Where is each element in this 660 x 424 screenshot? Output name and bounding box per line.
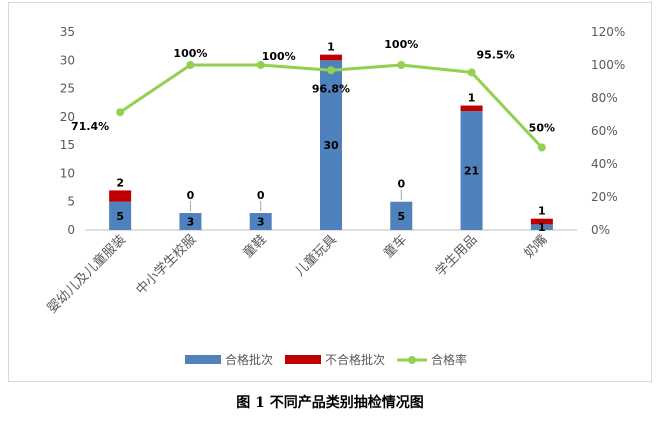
labels-layer: 5 3 3 30 5 21 1 2 0 0 1 0 1 1 71.4% 100% 100% 96.8% 100% 95… bbox=[71, 38, 555, 234]
y-left-tick-label: 15 bbox=[60, 138, 75, 152]
bar-fail bbox=[460, 105, 483, 112]
y-right-tick-label: 0% bbox=[591, 223, 610, 237]
y-left-tick-label: 25 bbox=[60, 82, 75, 96]
pass-rate-value-label: 100% bbox=[262, 50, 296, 63]
legend-swatch-marker bbox=[408, 356, 417, 364]
bar-pass bbox=[109, 201, 132, 230]
bar-pass-value-label: 1 bbox=[538, 221, 546, 234]
legend-label: 不合格批次 bbox=[325, 352, 385, 367]
bar-fail-value-label: 2 bbox=[116, 176, 124, 189]
pass-rate-value-label: 50% bbox=[529, 122, 555, 135]
pass-rate-value-label: 100% bbox=[384, 38, 418, 51]
bar-fail-value-label: 0 bbox=[397, 178, 405, 191]
figure-caption: 图 1 不同产品类别抽检情况图 bbox=[236, 395, 424, 411]
bar-fail-value-label: 1 bbox=[538, 205, 546, 218]
y-left-tick-label: 20 bbox=[60, 110, 75, 124]
legend-swatch bbox=[185, 355, 221, 364]
pass-rate-point bbox=[256, 61, 265, 69]
line-layer bbox=[116, 61, 546, 152]
bar-fail-value-label: 0 bbox=[257, 189, 265, 202]
y-right-tick-label: 120% bbox=[591, 25, 625, 39]
bar-pass bbox=[320, 60, 342, 231]
x-category-label: 儿童玩具 bbox=[292, 232, 340, 280]
bar-pass bbox=[460, 111, 483, 230]
y-right-tick-label: 20% bbox=[591, 190, 618, 204]
legend-label: 合格率 bbox=[431, 352, 467, 367]
pass-rate-value-label: 96.8% bbox=[312, 82, 350, 95]
legend: 合格批次 不合格批次 合格率 bbox=[185, 352, 467, 367]
x-category-label: 童车 bbox=[380, 232, 410, 262]
pass-rate-value-label: 100% bbox=[173, 47, 207, 60]
bar-pass bbox=[390, 201, 413, 230]
x-category-label: 奶嘴 bbox=[522, 232, 551, 261]
y-left-tick-label: 35 bbox=[60, 25, 75, 39]
bar-pass-value-label: 5 bbox=[116, 210, 124, 223]
pass-rate-point bbox=[467, 68, 476, 77]
x-category-label: 学生用品 bbox=[432, 232, 480, 280]
y-right-tick-label: 40% bbox=[591, 157, 618, 171]
legend-label: 合格批次 bbox=[225, 352, 273, 367]
x-category-label: 童鞋 bbox=[240, 232, 270, 262]
bars-layer bbox=[109, 54, 553, 231]
bar-fail bbox=[530, 218, 553, 225]
bar-pass bbox=[249, 213, 272, 230]
pass-rate-value-label: 71.4% bbox=[71, 120, 109, 133]
bar-pass bbox=[179, 213, 202, 230]
pass-rate-point bbox=[116, 108, 125, 117]
pass-rate-value-label: 95.5% bbox=[476, 48, 514, 61]
legend-swatch bbox=[285, 355, 322, 364]
y-right-tick-label: 100% bbox=[591, 58, 625, 72]
bar-fail-value-label: 0 bbox=[187, 189, 195, 202]
bar-pass-value-label: 3 bbox=[257, 216, 265, 229]
pass-rate-point bbox=[327, 66, 335, 75]
pass-rate-point bbox=[397, 61, 406, 69]
y-left-tick-label: 5 bbox=[67, 195, 75, 209]
x-category-label: 婴幼儿及儿童服装 bbox=[44, 232, 129, 317]
bar-pass-value-label: 30 bbox=[323, 139, 339, 152]
x-category-label: 中小学生校服 bbox=[133, 232, 199, 298]
bar-fail bbox=[109, 190, 132, 202]
chart-canvas: 051015202530350%20%40%60%80%100%120%婴幼儿及… bbox=[44, 25, 625, 367]
bar-pass bbox=[530, 224, 553, 230]
bar-pass-value-label: 21 bbox=[464, 165, 479, 178]
y-left-tick-label: 30 bbox=[60, 53, 75, 67]
bar-fail bbox=[320, 54, 342, 61]
bar-fail-value-label: 1 bbox=[468, 92, 476, 105]
pass-rate-point bbox=[537, 143, 546, 152]
bar-fail-value-label: 1 bbox=[327, 41, 335, 54]
chart-frame: 0 5 10 15 20 25 30 35 0% 20% 40% 60% 80% 100% 120% 婴幼儿及… bbox=[8, 2, 652, 382]
bar-pass-value-label: 3 bbox=[187, 216, 195, 229]
bar-pass-value-label: 5 bbox=[397, 210, 405, 223]
y-right-tick-label: 80% bbox=[591, 91, 618, 105]
y-left-tick-label: 0 bbox=[67, 223, 75, 237]
y-right-tick-label: 60% bbox=[591, 124, 618, 138]
y-left-tick-label: 10 bbox=[60, 166, 75, 180]
pass-rate-point bbox=[186, 61, 195, 69]
